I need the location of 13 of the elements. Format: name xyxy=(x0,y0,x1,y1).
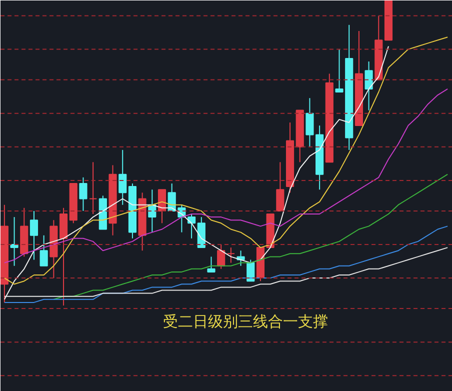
candlestick xyxy=(118,149,127,206)
candlestick xyxy=(50,220,58,279)
candlestick xyxy=(89,162,98,214)
candlestick xyxy=(316,125,324,190)
candlestick xyxy=(138,192,146,252)
candlestick xyxy=(30,210,38,260)
candlestick xyxy=(306,98,314,148)
text: 受二日级别三线合一支撑 xyxy=(163,312,328,330)
candlestick xyxy=(79,176,88,212)
candlestick xyxy=(226,247,235,264)
candlestick xyxy=(0,204,8,303)
candlestick xyxy=(108,164,117,236)
candlestick xyxy=(364,61,373,111)
